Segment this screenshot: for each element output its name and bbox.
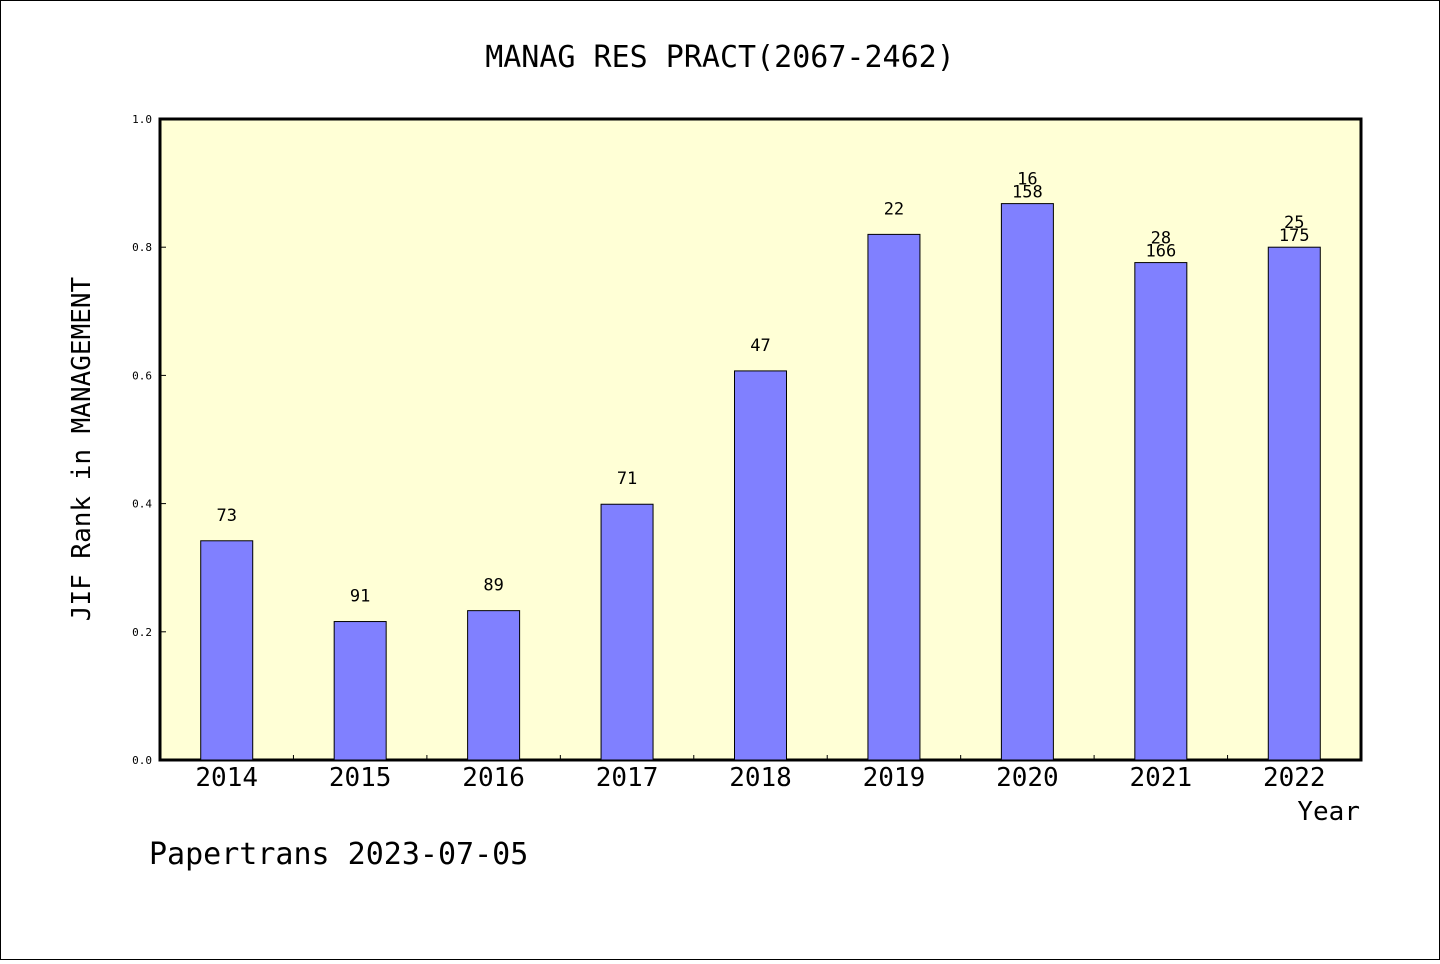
x-axis-label: Year: [1297, 797, 1360, 827]
bar-2019: [867, 233, 921, 761]
bar-rank-label: 28: [1151, 229, 1171, 249]
chart-title: MANAG RES PRACT(2067-2462): [485, 40, 955, 75]
y-tick-label: 0.4: [132, 498, 152, 511]
x-tick-label: 2015: [329, 763, 392, 793]
bar-rank-label: 16: [1017, 170, 1037, 190]
y-tick-label: 1.0: [132, 113, 152, 126]
x-tick-label: 2020: [996, 763, 1059, 793]
bar-2021: [1134, 262, 1188, 761]
bar-total-label: 166: [1145, 242, 1176, 262]
bar-2018: [734, 370, 787, 761]
bar-total-label: 175: [1279, 226, 1310, 246]
bar-2014: [200, 540, 254, 761]
bar-rank-label: 71: [617, 469, 637, 489]
x-tick-label: 2018: [729, 763, 792, 793]
bar-2016: [467, 610, 521, 761]
bar-total-label: 158: [1012, 183, 1043, 203]
bar-rank-label: 89: [483, 576, 503, 596]
x-axis: 2014 2015 2016 2017 2018 2019 2020 2021 2022: [195, 755, 1326, 793]
bar-rank-label: 22: [884, 199, 904, 219]
bar-rank-label: 25: [1284, 213, 1304, 233]
bar-rank-label: 47: [750, 336, 770, 356]
bar-rank-label: 91: [350, 587, 370, 607]
y-tick-label: 0.6: [132, 369, 152, 382]
y-axis-label: JIF Rank in MANAGEMENT: [67, 276, 97, 621]
x-tick-label: 2019: [863, 763, 926, 793]
bar-rank-label: 73: [216, 506, 236, 526]
x-tick-label: 2022: [1263, 763, 1326, 793]
bar-2015: [333, 621, 387, 761]
x-tick-label: 2021: [1130, 763, 1193, 793]
y-tick-label: 0.2: [132, 626, 152, 639]
y-tick-label: 0.8: [132, 241, 152, 254]
y-axis: 0.0 0.2 0.4 0.6 0.8 1.0: [132, 113, 166, 767]
x-tick-label: 2014: [195, 763, 258, 793]
bar-2020: [1000, 203, 1054, 761]
x-tick-label: 2016: [462, 763, 525, 793]
bar-2017: [600, 503, 654, 761]
footer-credit: Papertrans 2023-07-05: [149, 837, 528, 872]
y-tick-label: 0.0: [132, 754, 152, 767]
bar-2022: [1267, 246, 1321, 761]
x-tick-label: 2017: [596, 763, 659, 793]
